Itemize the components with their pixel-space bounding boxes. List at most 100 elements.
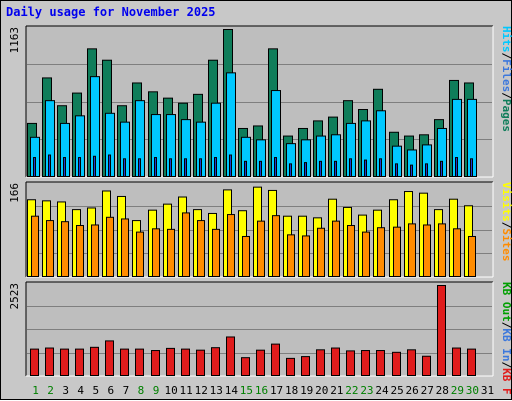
bar-sites-day-18 (287, 234, 295, 278)
legend-visits-sites-part-1: / (500, 222, 512, 229)
x-tick-label-day-10: 10 (164, 384, 177, 397)
bar-sites-day-12 (197, 220, 205, 277)
axis-max-label-kbytes: 2523 (8, 283, 21, 310)
bar-sites-day-15 (242, 235, 250, 278)
bar-sites-day-28 (438, 223, 446, 277)
x-tick-label-day-29: 29 (451, 384, 464, 397)
bar-kbf-day-2 (45, 347, 54, 376)
bar-kbf-day-24 (376, 350, 385, 376)
bar-kbf-day-18 (286, 357, 295, 377)
x-tick-label-day-4: 4 (77, 384, 84, 397)
bar-kbf-day-27 (422, 355, 431, 376)
bar-kbf-day-19 (301, 356, 310, 376)
bar-pages-day-24 (379, 158, 382, 177)
x-tick-label-day-16: 16 (255, 384, 268, 397)
bar-pages-day-20 (319, 160, 322, 178)
bar-kbf-day-12 (196, 349, 205, 376)
x-tick-label-day-18: 18 (285, 384, 298, 397)
bar-pages-day-3 (63, 157, 66, 177)
x-tick-label-day-13: 13 (210, 384, 223, 397)
bar-sites-day-19 (302, 235, 310, 277)
legend-kbytes: KB Out/KB In/KB F (500, 282, 512, 395)
bar-kbf-day-20 (316, 349, 325, 376)
bar-sites-day-27 (423, 224, 431, 277)
bar-sites-day-23 (362, 231, 370, 278)
bar-pages-day-28 (440, 160, 443, 178)
legend-hits-files-pages-part-1: / (500, 53, 512, 60)
bar-pages-day-14 (229, 154, 232, 177)
bar-kbf-day-16 (256, 349, 265, 376)
bar-sites-day-17 (272, 215, 280, 277)
legend-hits-files-pages-part-4: Pages (500, 99, 512, 132)
bar-pages-day-23 (364, 159, 367, 178)
bar-kbf-day-1 (30, 348, 39, 376)
x-tick-label-day-21: 21 (330, 384, 343, 397)
x-tick-label-day-28: 28 (436, 384, 449, 397)
bar-pages-day-19 (304, 162, 307, 177)
bar-kbf-day-11 (181, 348, 190, 376)
bar-pages-day-11 (184, 158, 187, 177)
legend-visits-sites-part-0: Visits (500, 182, 512, 222)
x-tick-label-day-25: 25 (390, 384, 403, 397)
bar-pages-day-12 (199, 158, 202, 177)
bar-sites-day-26 (408, 223, 416, 277)
bar-sites-day-5 (91, 224, 99, 277)
bar-sites-day-20 (317, 227, 325, 277)
bar-kbf-day-30 (467, 348, 476, 376)
bar-pages-day-7 (123, 158, 126, 177)
bar-pages-day-8 (138, 158, 141, 177)
bar-pages-day-27 (425, 163, 428, 177)
bar-sites-day-2 (46, 220, 54, 277)
x-tick-label-day-20: 20 (315, 384, 328, 397)
bar-pages-day-21 (334, 160, 337, 178)
bar-sites-day-4 (76, 225, 84, 277)
x-tick-label-day-24: 24 (375, 384, 389, 397)
bar-sites-day-25 (393, 226, 401, 277)
bar-sites-day-6 (106, 216, 114, 277)
legend-kbytes-part-1: / (500, 322, 512, 329)
bar-kbf-day-10 (166, 347, 175, 376)
bar-pages-day-13 (214, 157, 217, 177)
x-tick-label-day-11: 11 (180, 384, 193, 397)
x-tick-label-day-22: 22 (345, 384, 358, 397)
bar-pages-day-22 (349, 158, 352, 177)
legend-hits-files-pages: Hits/Files/Pages (500, 26, 512, 132)
bar-kbf-day-21 (331, 347, 340, 376)
x-tick-label-day-27: 27 (421, 384, 434, 397)
bar-kbf-day-28 (437, 285, 446, 376)
bar-sites-day-13 (212, 228, 220, 277)
x-tick-label-day-3: 3 (62, 384, 69, 397)
legend-visits-sites: Visits/Sites (500, 182, 512, 262)
bar-kbf-day-26 (407, 349, 416, 376)
bar-kbf-day-8 (135, 348, 144, 376)
x-tick-label-day-23: 23 (360, 384, 373, 397)
x-tick-label-day-30: 30 (466, 384, 479, 397)
bar-kbf-day-17 (271, 343, 280, 376)
bar-sites-day-30 (468, 235, 476, 278)
bar-sites-day-14 (227, 214, 235, 277)
bar-kbf-day-6 (105, 340, 114, 377)
bar-kbf-day-22 (346, 350, 355, 376)
bar-sites-day-8 (136, 231, 144, 278)
bar-pages-day-29 (455, 157, 458, 177)
legend-kbytes-part-3: / (500, 362, 512, 369)
bar-pages-day-9 (154, 157, 157, 177)
bar-sites-day-11 (182, 212, 190, 277)
legend-kbytes-part-4: KB F (500, 368, 512, 395)
bar-pages-day-18 (289, 163, 292, 177)
bar-pages-day-17 (274, 157, 277, 177)
bar-pages-day-10 (169, 158, 172, 177)
x-tick-label-day-6: 6 (108, 384, 115, 397)
bar-kbf-day-29 (452, 347, 461, 376)
bar-pages-day-4 (78, 157, 81, 177)
bar-kbf-day-4 (75, 348, 84, 376)
x-tick-label-day-31: 31 (481, 384, 494, 397)
legend-kbytes-part-0: KB Out (500, 282, 512, 322)
axis-max-label-visits: 166 (8, 183, 21, 203)
bar-sites-day-1 (31, 215, 39, 277)
legend-visits-sites-part-2: Sites (500, 228, 512, 261)
legend-hits-files-pages-part-3: / (500, 92, 512, 99)
bar-kbf-day-13 (211, 347, 220, 377)
legend-hits-files-pages-part-0: Hits (500, 26, 512, 53)
